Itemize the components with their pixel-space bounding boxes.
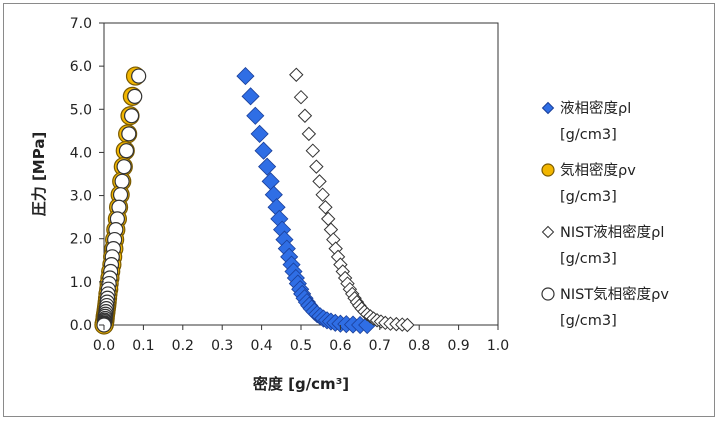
legend-marker — [541, 225, 555, 239]
y-tick-label: 5.0 — [70, 102, 92, 118]
legend-item: 液相密度ρl [g/cm3] — [541, 100, 631, 143]
legend: 液相密度ρl [g/cm3] 気相密度ρv [g/cm3] NIST液相密度ρl [g/c… — [541, 100, 669, 329]
y-tick-label: 7.0 — [70, 16, 92, 32]
data-point — [131, 68, 147, 84]
legend-unit: [g/cm3] — [560, 313, 617, 329]
legend-unit: [g/cm3] — [560, 251, 617, 267]
data-point — [318, 200, 333, 215]
x-tick-label: 0.8 — [408, 338, 430, 354]
legend-label: 液相密度ρl — [560, 100, 631, 117]
legend-marker — [541, 163, 555, 177]
data-point — [289, 67, 304, 82]
legend-item: 気相密度ρv [g/cm3] — [541, 162, 636, 205]
legend-item: NIST液相密度ρl [g/cm3] — [541, 224, 664, 267]
data-point — [250, 124, 269, 143]
y-tick-label: 0.0 — [70, 318, 92, 334]
data-point — [400, 317, 415, 333]
legend-item: NIST気相密度ρv [g/cm3] — [541, 286, 669, 329]
data-point — [246, 106, 265, 125]
y-tick-label: 1.0 — [70, 275, 92, 291]
legend-label: NIST液相密度ρl — [560, 224, 664, 241]
y-tick-label: 2.0 — [70, 232, 92, 248]
x-tick-label: 0.1 — [132, 338, 154, 354]
y-tick-label: 4.0 — [70, 145, 92, 161]
data-point — [301, 126, 317, 142]
data-point — [118, 143, 135, 159]
data-point — [293, 89, 309, 105]
x-tick-label: 0.6 — [329, 338, 351, 354]
data-point — [241, 87, 260, 106]
legend-unit: [g/cm3] — [560, 127, 617, 143]
data-point — [258, 157, 277, 176]
x-tick-label: 0.5 — [290, 338, 312, 354]
data-point — [114, 173, 130, 189]
legend-label: 気相密度ρv — [560, 162, 636, 179]
x-tick-label: 0.4 — [250, 338, 272, 354]
data-point — [127, 88, 143, 104]
x-tick-label: 1.0 — [487, 338, 509, 354]
data-point — [305, 143, 321, 158]
legend-label: NIST気相密度ρv — [560, 286, 669, 303]
data-point — [309, 159, 324, 174]
x-axis-title: 密度 [g/cm³] — [253, 375, 349, 393]
legend-marker — [541, 101, 555, 115]
y-axis-title: 圧力 [MPa] — [30, 132, 48, 217]
series-3 — [289, 67, 415, 333]
data-point — [254, 141, 273, 160]
y-tick-label: 3.0 — [70, 189, 92, 205]
data-point — [123, 108, 140, 124]
x-tick-label: 0.7 — [369, 338, 391, 354]
y-tick-label: 6.0 — [70, 59, 92, 75]
x-tick-label: 0.3 — [211, 338, 233, 354]
legend-unit: [g/cm3] — [560, 189, 617, 205]
x-axis-ticks: 0.0 0.1 0.2 0.3 0.4 0.5 0.6 0.7 0.8 0.9 1.0 — [93, 325, 509, 354]
legend-marker — [541, 287, 555, 301]
x-tick-label: 0.2 — [172, 338, 194, 354]
data-point — [315, 187, 330, 202]
series-4 — [96, 68, 147, 333]
y-axis-ticks: 0.0 1.0 2.0 3.0 4.0 5.0 6.0 7.0 — [70, 16, 104, 334]
data-point — [297, 108, 313, 123]
data-point — [312, 174, 327, 189]
series-layer — [94, 66, 415, 335]
data-point — [116, 159, 132, 175]
data-point — [112, 187, 129, 203]
x-tick-label: 0.0 — [93, 338, 115, 354]
data-point — [236, 67, 255, 86]
series-1 — [236, 67, 377, 335]
x-tick-label: 0.9 — [447, 338, 469, 354]
data-point — [121, 126, 137, 142]
